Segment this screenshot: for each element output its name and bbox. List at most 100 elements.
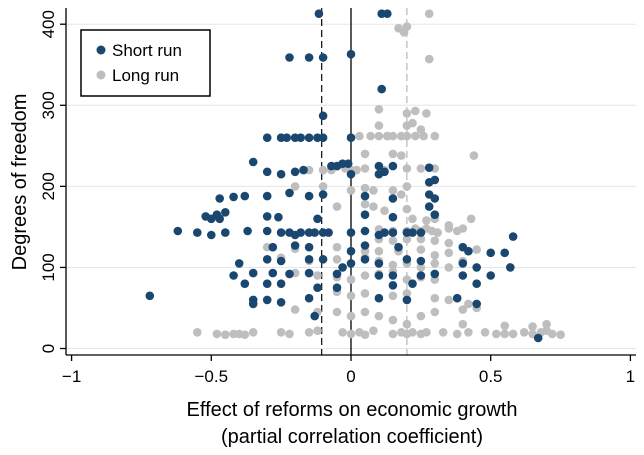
long-run-point-117 (332, 307, 342, 317)
long-run-point-132 (248, 328, 258, 337)
short-run-point-111 (374, 271, 384, 280)
long-run-point-140 (360, 330, 370, 340)
long-run-point-0 (424, 9, 434, 18)
x-tick-label-1: −0.5 (195, 367, 229, 386)
long-run-point-22 (430, 131, 440, 141)
long-run-point-124 (458, 305, 468, 314)
short-run-point-95 (318, 254, 328, 264)
long-run-point-41 (346, 186, 356, 195)
long-run-point-51 (402, 204, 412, 214)
short-run-point-8 (318, 111, 328, 121)
long-run-point-163 (528, 322, 537, 331)
long-run-point-14 (366, 131, 375, 141)
legend-label-short-run: Short run (112, 41, 182, 60)
short-run-point-101 (416, 256, 426, 266)
x-tick-label-4: 1 (626, 367, 635, 386)
long-run-point-17 (388, 131, 398, 141)
short-run-point-98 (360, 254, 370, 264)
long-run-point-53 (408, 214, 417, 224)
short-run-point-67 (296, 228, 306, 237)
short-run-point-7 (377, 84, 387, 94)
short-run-point-2 (383, 9, 392, 18)
short-run-point-3 (285, 53, 294, 62)
long-run-point-154 (508, 329, 518, 339)
legend-marker-short-run (96, 45, 106, 55)
long-run-point-138 (346, 329, 356, 339)
short-run-point-96 (338, 263, 347, 272)
short-run-point-35 (215, 194, 224, 203)
short-run-point-33 (430, 175, 440, 185)
long-run-point-108 (360, 289, 370, 298)
short-run-point-58 (173, 226, 183, 236)
short-run-point-119 (276, 279, 286, 289)
long-run-point-145 (408, 328, 417, 337)
short-run-point-11 (282, 133, 292, 142)
long-run-point-11 (408, 118, 417, 128)
short-run-point-76 (388, 228, 398, 237)
legend-label-long-run: Long run (112, 66, 179, 85)
long-run-point-93 (430, 259, 440, 268)
short-run-point-113 (416, 271, 426, 280)
short-run-point-114 (430, 269, 440, 279)
short-run-point-0 (314, 9, 324, 18)
long-run-point-21 (419, 131, 428, 141)
long-run-point-44 (388, 186, 398, 195)
long-run-point-49 (369, 202, 378, 211)
long-run-point-15 (374, 131, 384, 141)
long-run-point-125 (402, 319, 412, 329)
long-run-point-136 (313, 326, 322, 336)
short-run-point-16 (318, 133, 328, 142)
x-tick-label-0: −1 (62, 367, 81, 386)
long-run-point-84 (472, 245, 482, 254)
long-run-point-70 (388, 236, 398, 245)
long-run-point-92 (416, 263, 426, 272)
long-run-point-159 (547, 329, 557, 339)
long-run-point-19 (402, 131, 412, 141)
short-run-point-109 (304, 268, 314, 278)
long-run-point-137 (338, 328, 347, 337)
short-run-point-135 (310, 311, 320, 321)
short-run-point-26 (276, 169, 286, 179)
long-run-point-46 (397, 190, 406, 199)
short-run-point-104 (506, 263, 515, 272)
long-run-point-54 (422, 216, 431, 225)
long-run-point-118 (346, 311, 356, 321)
long-run-point-36 (402, 164, 412, 173)
short-run-point-100 (402, 254, 412, 264)
long-run-point-65 (433, 228, 442, 237)
short-run-point-82 (304, 242, 314, 252)
short-run-point-52 (262, 212, 272, 221)
long-run-point-74 (444, 238, 454, 248)
short-run-point-61 (221, 228, 230, 237)
long-run-point-141 (369, 326, 378, 336)
long-run-point-28 (318, 165, 328, 175)
short-run-point-69 (310, 228, 320, 237)
short-run-point-39 (285, 188, 294, 198)
long-run-point-3 (402, 22, 412, 31)
short-run-point-24 (388, 161, 398, 171)
short-run-point-80 (268, 242, 278, 252)
short-run-point-13 (296, 133, 306, 142)
short-run-point-31 (380, 167, 389, 177)
short-run-point-40 (304, 191, 314, 201)
long-run-point-26 (469, 151, 479, 160)
short-run-point-129 (276, 298, 286, 307)
short-run-point-57 (430, 210, 440, 219)
short-run-point-43 (388, 194, 398, 203)
short-run-point-75 (380, 228, 389, 237)
long-run-point-72 (416, 234, 426, 244)
short-run-point-125 (145, 291, 155, 301)
short-run-point-37 (240, 191, 250, 201)
long-run-point-161 (458, 319, 468, 329)
x-tick-label-3: 0.5 (479, 367, 503, 386)
short-run-point-41 (318, 190, 328, 199)
y-tick-label-4: 400 (39, 10, 58, 38)
short-run-point-83 (346, 246, 356, 256)
short-run-point-18 (248, 157, 258, 167)
short-run-point-23 (374, 161, 384, 171)
short-run-point-117 (240, 279, 250, 289)
short-run-point-110 (332, 269, 342, 279)
long-run-point-151 (480, 328, 490, 337)
short-run-point-22 (343, 159, 353, 168)
x-axis-title: Effect of reforms on economic growth (187, 399, 518, 421)
